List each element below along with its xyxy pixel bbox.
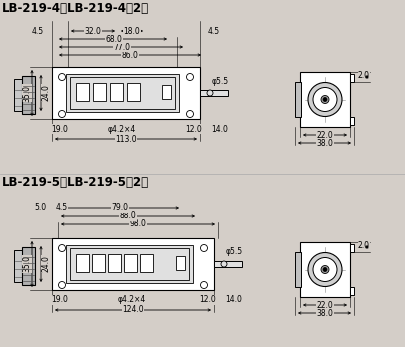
Text: 86.0: 86.0 [121,51,138,59]
Text: 5.0: 5.0 [34,203,46,212]
Bar [110,83,123,101]
Text: 19.0: 19.0 [51,296,68,305]
Text: LB-219-4／LB-219-4（2）: LB-219-4／LB-219-4（2） [2,2,149,15]
Circle shape [320,265,328,273]
Text: 18.0: 18.0 [123,26,140,35]
Text: 4.5: 4.5 [56,203,68,212]
Text: 12.0: 12.0 [199,296,216,305]
Text: 14.0: 14.0 [225,296,242,305]
Bar [70,248,189,280]
Text: 32.0: 32.0 [84,26,101,35]
Bar [349,74,353,82]
Circle shape [207,90,213,96]
Circle shape [200,281,207,288]
Bar [294,252,300,287]
Bar [294,82,300,117]
Circle shape [58,74,65,81]
Bar [93,83,106,101]
Bar [140,254,153,272]
Text: 113.0: 113.0 [115,135,136,144]
Text: 19.0: 19.0 [51,125,68,134]
Bar [76,254,89,272]
Bar [66,74,179,112]
Text: 35.0: 35.0 [22,255,32,272]
Text: 2.0: 2.0 [357,70,369,79]
Circle shape [312,257,336,281]
Text: 79.0: 79.0 [111,203,128,212]
Text: 4.5: 4.5 [207,26,220,35]
Text: 88.0: 88.0 [119,212,136,220]
Text: 35.0: 35.0 [22,85,32,102]
Circle shape [186,74,193,81]
Circle shape [322,268,326,271]
Text: 68.0: 68.0 [105,34,122,43]
Text: 124.0: 124.0 [122,305,143,314]
Text: 77.0: 77.0 [113,42,130,51]
Bar [127,83,140,101]
Circle shape [58,110,65,118]
Circle shape [58,245,65,252]
Bar [92,254,105,272]
Bar [66,245,192,283]
Bar [175,256,185,270]
Circle shape [58,281,65,288]
Text: φ4.2×4: φ4.2×4 [117,296,146,305]
Text: 14.0: 14.0 [211,125,228,134]
Bar [299,242,349,297]
Bar [349,287,353,295]
Bar [22,76,35,114]
Bar [213,261,241,267]
Text: 12.0: 12.0 [185,125,202,134]
Circle shape [186,110,193,118]
Bar [70,77,175,109]
Bar [76,83,89,101]
Text: LB-219-5／LB-219-5（2）: LB-219-5／LB-219-5（2） [2,176,149,189]
Text: φ4.2×4: φ4.2×4 [108,125,136,134]
Text: 4.5: 4.5 [32,26,44,35]
Bar [349,244,353,252]
Bar [162,85,171,99]
Circle shape [307,253,341,287]
Bar [22,247,35,285]
Bar [52,238,213,290]
Bar [108,254,121,272]
Text: 24.0: 24.0 [41,85,50,101]
Bar [14,79,24,111]
Text: 38.0: 38.0 [316,308,333,318]
Circle shape [200,245,207,252]
Text: 38.0: 38.0 [316,138,333,147]
Text: 22.0: 22.0 [316,301,333,310]
Bar [14,250,24,282]
Text: 98.0: 98.0 [129,220,146,229]
Bar [124,254,136,272]
Text: 24.0: 24.0 [41,255,50,272]
Bar [349,117,353,125]
Circle shape [320,95,328,103]
Bar [200,90,228,96]
Circle shape [307,83,341,117]
Circle shape [312,87,336,111]
Bar [52,67,200,119]
Text: φ5.5: φ5.5 [211,76,228,85]
Bar [299,72,349,127]
Text: φ5.5: φ5.5 [225,247,242,256]
Text: 22.0: 22.0 [316,130,333,139]
Circle shape [220,261,226,267]
Circle shape [322,98,326,102]
Text: 2.0: 2.0 [357,240,369,249]
